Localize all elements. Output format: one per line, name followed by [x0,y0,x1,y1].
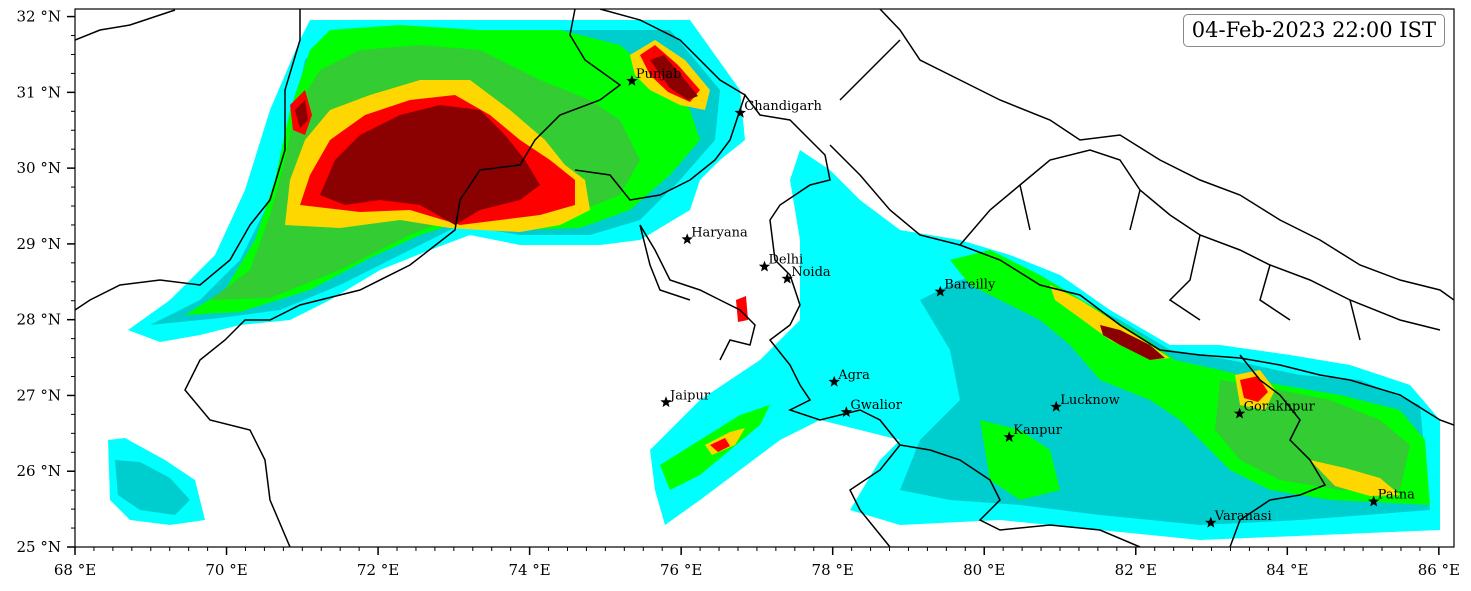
city-label: Agra [837,368,870,383]
city-marker-icon [758,260,771,272]
x-axis: 68 °E 70 °E 72 °E 74 °E 76 °E 78 °E 80 °E 82 °E… [54,547,1460,579]
y-tick-label: 27 °N [17,386,61,404]
city-marker-icon [660,396,672,408]
border-punjab-haryana [574,93,901,547]
city-marker-icon [681,233,693,245]
city-marker-icon [734,106,746,118]
precip-gorakhpur-red [1240,376,1268,402]
y-tick-label: 30 °N [17,159,61,177]
y-tick-label: 25 °N [17,538,61,556]
precip-southwest-teal [115,460,190,515]
x-tick-label: 80 °E [963,561,1005,579]
city-marker-icon [1050,400,1062,412]
city-label: Kanpur [1013,423,1063,438]
x-tick-label: 82 °E [1115,561,1157,579]
city-label: Patna [1378,488,1416,503]
border-nepal-north [959,149,1441,331]
y-tick-label: 32 °N [17,8,61,26]
precip-maroon-east [1100,325,1165,360]
city-marker-icon [781,272,793,284]
border-up-bihar [1229,354,1327,547]
city-marker-icon [1003,431,1015,442]
city-marker-icon [828,375,840,387]
border-internal-north [599,9,1361,341]
x-tick-label: 68 °E [54,561,96,579]
city-marker-icon [1205,516,1217,528]
city-label: Gorakhpur [1244,400,1316,415]
city-label: Gwalior [850,398,902,413]
city-label: Punjab [636,67,682,82]
precip-kanpur-green [980,420,1060,500]
city-label: Delhi [769,253,804,268]
precip-maroon-west [320,105,540,225]
border-china-north [879,9,1454,301]
y-tick-label: 31 °N [17,83,61,101]
city-label: Varanasi [1214,509,1272,524]
x-tick-label: 86 °E [1418,561,1460,579]
plot-frame [74,8,1455,548]
city-label: Haryana [691,225,748,240]
city-marker-icon [1233,407,1246,419]
precip-punjab-maroon [650,55,698,100]
city-label: Chandigarh [744,99,822,114]
city-label: Noida [791,265,831,280]
city-label: Lucknow [1060,393,1120,408]
x-tick-label: 76 °E [660,561,702,579]
city-label: Jaipur [668,388,711,403]
border-nepal [829,144,1454,426]
border-afghanistan-pakistan [75,9,301,311]
border-rajasthan-haryana [639,224,756,361]
border-up-mp [899,444,1141,547]
y-axis: 25 °N 26 °N 27 °N 28 °N 29 °N 30 °N 31 °N 32 °N [17,8,75,556]
y-tick-label: 26 °N [17,462,61,480]
timestamp-label: 04-Feb-2023 22:00 IST [1182,14,1445,47]
x-tick-label: 74 °E [508,561,550,579]
precipitation-field [108,20,1440,540]
x-tick-label: 84 °E [1266,561,1308,579]
y-tick-label: 29 °N [17,235,61,253]
city-marker-icon [626,75,638,86]
precip-west-blob-maroon [295,100,308,128]
country-borders [75,9,1454,547]
city-label: Bareilly [944,278,996,293]
city-marker-icon [1368,495,1380,507]
border-india-pakistan [184,9,622,547]
x-tick-label: 78 °E [812,561,854,579]
x-tick-label: 72 °E [357,561,399,579]
city-marker-icon [934,285,946,297]
city-marker-icon [840,406,852,417]
precip-gwalior-red [710,438,730,452]
x-tick-label: 70 °E [205,561,247,579]
precip-patna-yellow [1310,460,1400,496]
y-tick-label: 28 °N [17,311,61,329]
